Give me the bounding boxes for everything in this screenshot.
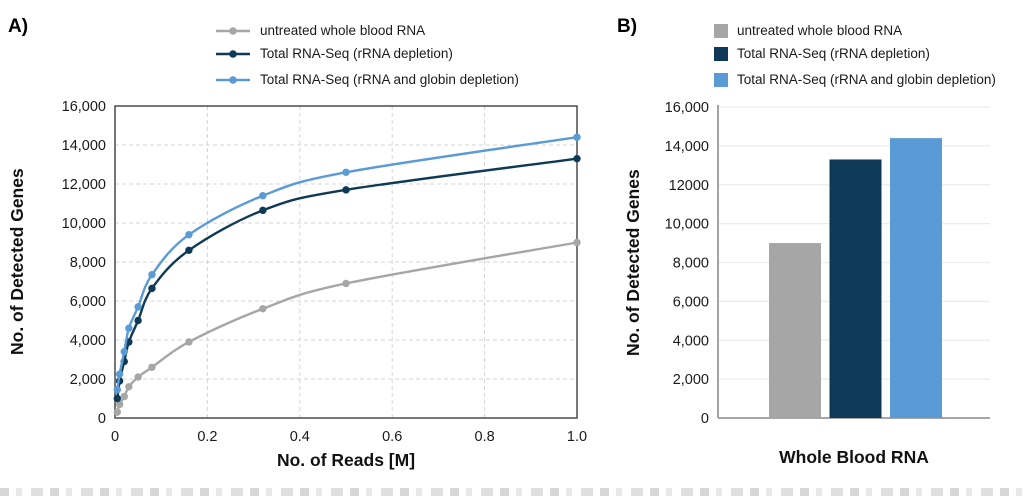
series-line-0: [116, 241, 578, 413]
data-point-marker-0: [113, 408, 122, 416]
data-point-marker-0: [115, 400, 124, 409]
y-tick-label: 14,000: [62, 138, 106, 154]
y-tick-label: 8,000: [70, 255, 106, 271]
panel-b-y-axis-title: No. of Detected Genes: [623, 169, 643, 356]
y-tick-label: 6,000: [70, 294, 106, 310]
x-tick-label: 1.0: [567, 429, 587, 445]
line-marker-icon: [216, 26, 250, 35]
y-tick-label: 14,000: [665, 139, 709, 155]
x-tick-label: 0.4: [290, 429, 310, 445]
panel-a-label: A): [8, 16, 29, 37]
data-point-marker-0: [185, 338, 193, 346]
panel-b-x-axis-title: Whole Blood RNA: [779, 447, 929, 467]
data-point-marker-0: [259, 305, 267, 313]
data-point-marker-2: [342, 168, 350, 176]
x-tick-label: 0.8: [475, 429, 495, 445]
y-tick-label: 6,000: [673, 294, 709, 310]
line-marker-icon: [216, 75, 250, 84]
y-tick-label: 4,000: [673, 333, 709, 349]
data-point-marker-2: [120, 348, 128, 356]
x-tick-label: 0.6: [382, 429, 402, 445]
legend-item-label: Total RNA-Seq (rRNA and globin depletion…: [260, 72, 519, 87]
line-chart-plot: 0 2,000 4,000 6,000 8,000 10,000 12,000 14,000 1…: [62, 99, 587, 445]
bar-0: [769, 243, 821, 418]
panel-b-label: B): [617, 16, 638, 37]
y-tick-label: 4,000: [70, 333, 106, 349]
data-point-marker-0: [120, 392, 128, 401]
legend-item-label: Total RNA-Seq (rRNA depletion): [737, 46, 930, 61]
y-tick-label: 10,000: [62, 216, 106, 232]
data-point-marker-2: [573, 133, 581, 141]
y-tick-label: 0: [701, 411, 709, 427]
data-point-marker-1: [148, 284, 156, 293]
square-swatch-icon: [714, 23, 728, 38]
series-line-1: [116, 157, 578, 399]
bar-chart-plot: 0 2,000 4,000 6,000 8,000 10,000 12000 14,000 16…: [665, 100, 990, 427]
bar-2: [890, 138, 942, 418]
legend-item-label: untreated whole blood RNA: [260, 23, 426, 38]
plot-frame: [114, 105, 578, 419]
x-tick-label: 0.2: [197, 429, 217, 445]
data-point-marker-1: [573, 154, 581, 163]
legend-item-label: Total RNA-Seq (rRNA and globin depletion…: [737, 72, 996, 87]
y-tick-label: 16,000: [665, 100, 709, 116]
y-tick-label: 2,000: [70, 372, 106, 388]
square-swatch-icon: [714, 46, 728, 61]
line-marker-icon: [216, 49, 250, 58]
bar-1: [829, 159, 882, 418]
data-point-marker-0: [342, 279, 350, 288]
legend-item-label: Total RNA-Seq (rRNA depletion): [260, 46, 453, 61]
legend-item: Total RNA-Seq (rRNA and globin depletion…: [215, 70, 519, 89]
data-point-marker-1: [113, 394, 122, 403]
data-point-marker-0: [134, 373, 142, 381]
x-tick-label: 0: [111, 429, 119, 445]
panel-a-legend: untreated whole blood RNA Total RNA-Seq …: [215, 21, 519, 94]
data-point-marker-2: [125, 324, 133, 332]
data-point-marker-2: [148, 270, 156, 279]
data-point-marker-0: [148, 363, 156, 371]
data-point-marker-2: [259, 192, 267, 200]
y-tick-label: 12,000: [62, 177, 106, 193]
square-swatch-icon: [714, 72, 728, 87]
data-point-marker-2: [115, 370, 124, 378]
legend-item: Total RNA-Seq (rRNA and globin depletion…: [714, 70, 996, 89]
legend-item: Total RNA-Seq (rRNA depletion): [215, 44, 519, 63]
data-point-marker-0: [125, 383, 133, 391]
data-point-marker-2: [134, 303, 142, 311]
y-tick-label: 12000: [669, 178, 709, 194]
y-tick-label: 16,000: [62, 99, 106, 115]
data-point-marker-1: [259, 206, 267, 215]
legend-item: untreated whole blood RNA: [714, 21, 996, 40]
legend-item-label: untreated whole blood RNA: [737, 23, 903, 38]
data-point-marker-1: [342, 186, 350, 194]
panel-b-legend: untreated whole blood RNA Total RNA-Seq …: [714, 21, 996, 94]
data-point-marker-1: [134, 316, 142, 325]
legend-item: untreated whole blood RNA: [215, 21, 519, 40]
data-point-marker-2: [185, 231, 193, 239]
y-tick-label: 2,000: [673, 372, 709, 388]
data-point-marker-2: [113, 386, 122, 394]
panel-a-x-axis-title: No. of Reads [M]: [276, 450, 416, 470]
y-tick-label: 10,000: [665, 217, 709, 233]
data-point-marker-1: [185, 246, 193, 254]
cropped-text-artifact: [0, 488, 1024, 496]
y-tick-label: 0: [98, 411, 106, 427]
panel-a-y-axis-title: No. of Detected Genes: [7, 168, 27, 355]
y-tick-label: 8,000: [673, 256, 709, 272]
legend-item: Total RNA-Seq (rRNA depletion): [714, 44, 996, 63]
data-point-marker-0: [573, 238, 581, 247]
